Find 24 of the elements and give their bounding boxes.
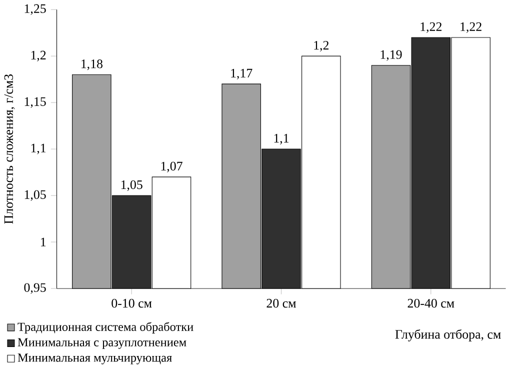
legend-label: Минимальная мульчирующая xyxy=(18,354,172,364)
x-tick-label: 20-40 см xyxy=(408,298,454,308)
data-label: 1,05 xyxy=(121,180,142,191)
data-label: 1,2 xyxy=(314,40,329,52)
x-tick-label: 20 см xyxy=(266,298,296,308)
y-tick-label: 1,15 xyxy=(24,97,46,108)
x-tick-label: 0-10 см xyxy=(112,298,152,308)
data-label: 1,18 xyxy=(81,59,102,70)
y-tick-label: 1 xyxy=(41,238,46,246)
data-label: 1,22 xyxy=(420,22,442,33)
data-label: 1,22 xyxy=(460,22,482,33)
data-label: 1,19 xyxy=(380,50,402,61)
x-axis-title: Глубина отбора, см xyxy=(395,329,501,342)
data-label: 1,1 xyxy=(274,134,289,144)
legend-label: Традиционная система обработки xyxy=(18,322,194,334)
y-tick-label: 0,95 xyxy=(24,283,46,294)
y-tick-label: 1,25 xyxy=(24,4,46,15)
y-tick-label: 1,1 xyxy=(31,144,46,154)
data-label: 1,07 xyxy=(161,162,182,172)
y-axis-title: Плотность сложения, г/см3 xyxy=(4,74,15,224)
data-label: 1,17 xyxy=(231,68,252,80)
y-tick-label: 1,2 xyxy=(31,50,46,62)
y-tick-label: 1,05 xyxy=(24,190,46,201)
legend-label: Минимальная с разуплотнением xyxy=(18,338,186,349)
